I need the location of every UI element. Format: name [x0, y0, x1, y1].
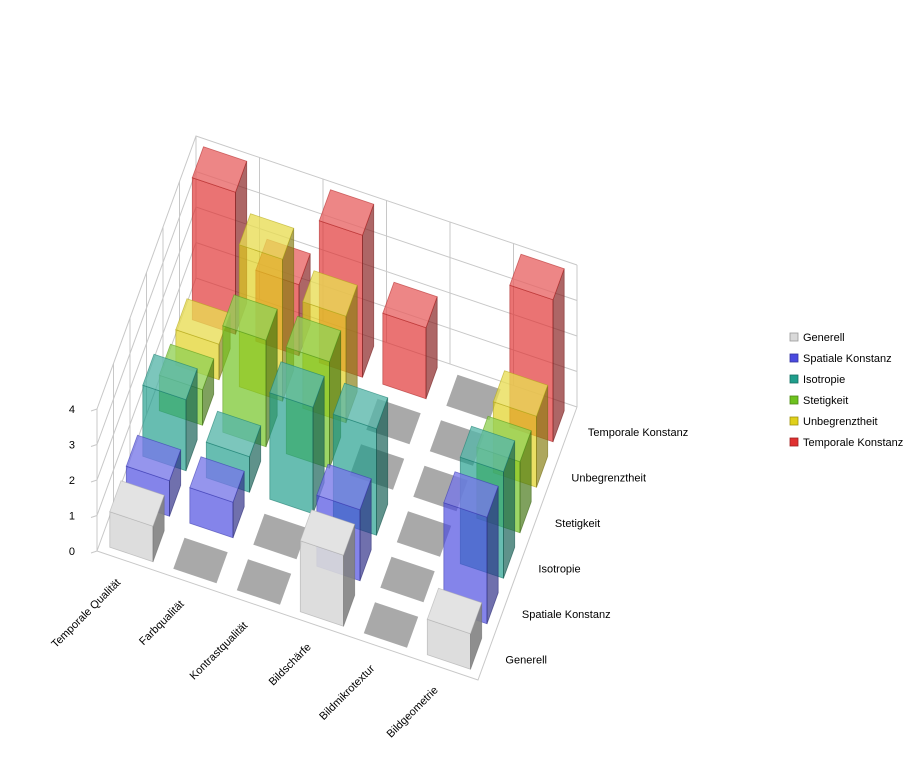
legend-label: Temporale Konstanz — [803, 437, 903, 449]
z-tick-mark — [90, 408, 98, 412]
series-axis-label: Unbegrenztheit — [571, 473, 646, 485]
bar-face-top — [125, 434, 182, 482]
legend-label: Stetigkeit — [803, 395, 848, 407]
series-axis-label: Temporale Konstanz — [588, 427, 688, 439]
legend-label: Isotropie — [803, 374, 845, 386]
z-tick-label: 2 — [69, 475, 75, 487]
bar — [189, 456, 245, 539]
bar-face-top — [109, 480, 165, 527]
series-axis-label: Isotropie — [538, 564, 580, 576]
z-tick-mark — [90, 515, 98, 518]
bar — [299, 509, 356, 627]
bar-face-top — [269, 361, 325, 408]
bar — [382, 281, 438, 400]
category-label: Bildschärfe — [267, 641, 314, 688]
empty-bar-base — [396, 511, 452, 557]
bar-face-top — [443, 471, 499, 518]
legend-swatch — [789, 374, 799, 384]
category-label: Kontrastqualität — [188, 620, 251, 683]
bar-face-front — [269, 392, 314, 515]
z-tick-label: 3 — [69, 440, 75, 452]
bar-face-top — [332, 382, 389, 430]
bar — [253, 513, 308, 560]
bar-face-top — [189, 456, 245, 503]
legend-item: Spatiale Konstanz — [789, 353, 892, 365]
series-axis-label: Spatiale Konstanz — [522, 609, 611, 621]
z-tick-label: 1 — [69, 511, 75, 523]
floor-edge — [96, 406, 578, 681]
bar-face-front — [382, 312, 427, 400]
category-label: Bildgeometrie — [385, 684, 441, 740]
bar-face-top — [238, 213, 295, 260]
bar — [426, 587, 483, 670]
bar — [380, 556, 435, 603]
legend-label: Spatiale Konstanz — [803, 353, 892, 365]
empty-bar-base — [363, 602, 419, 648]
empty-bar-base — [380, 556, 435, 603]
bar-face-top — [492, 370, 549, 417]
category-label: Bildmikrotextur — [317, 663, 377, 723]
legend-swatch — [789, 437, 799, 447]
empty-bar-base — [236, 559, 292, 605]
category-label: Farbqualität — [137, 598, 187, 648]
bar-face-top — [318, 189, 375, 236]
bar-face-top — [459, 425, 516, 473]
bar-face-top — [299, 509, 356, 556]
z-tick-label: 4 — [69, 404, 75, 416]
bar — [269, 361, 325, 515]
bar-face-top — [205, 410, 262, 458]
series-axis-label: Generell — [505, 655, 547, 667]
bar — [396, 511, 452, 557]
bar-face-front — [299, 540, 344, 627]
legend-item: Stetigkeit — [789, 395, 848, 407]
bar-face-top — [302, 270, 358, 317]
legend-swatch — [789, 416, 799, 426]
legend: Generell Spatiale Konstanz Isotropie Stetig… — [789, 332, 903, 449]
bar-face-top — [222, 294, 278, 341]
legend-item: Isotropie — [789, 374, 845, 386]
category-label: Temporale Qualität — [49, 577, 123, 651]
bars — [109, 146, 565, 670]
legend-swatch — [789, 395, 799, 405]
bar — [446, 374, 501, 421]
empty-bar-base — [446, 374, 501, 421]
legend-item: Generell — [789, 332, 845, 344]
bar — [173, 537, 228, 584]
bar-face-top — [142, 353, 198, 401]
bar-face-top — [191, 146, 248, 193]
legend-label: Generell — [803, 332, 845, 344]
bar — [236, 559, 292, 605]
legend-label: Unbegrenztheit — [803, 416, 878, 428]
legend-swatch — [789, 353, 799, 363]
legend-item: Unbegrenztheit — [789, 416, 878, 428]
empty-bar-base — [253, 513, 308, 560]
z-tick-mark — [90, 444, 98, 447]
z-tick-mark — [90, 479, 98, 483]
legend-item: Temporale Konstanz — [789, 437, 903, 449]
empty-bar-base — [173, 537, 228, 584]
series-axis-label: Stetigkeit — [555, 518, 600, 530]
z-tick-mark — [90, 550, 98, 554]
bar-face-top — [509, 253, 565, 301]
bar-face-top — [382, 281, 438, 329]
legend-swatch — [789, 332, 799, 342]
bar — [363, 602, 419, 648]
bar — [109, 480, 165, 563]
z-tick-label: 0 — [69, 546, 75, 558]
bar-face-top — [285, 315, 342, 363]
bar-face-top — [426, 587, 483, 635]
bar-face-top — [316, 463, 372, 511]
